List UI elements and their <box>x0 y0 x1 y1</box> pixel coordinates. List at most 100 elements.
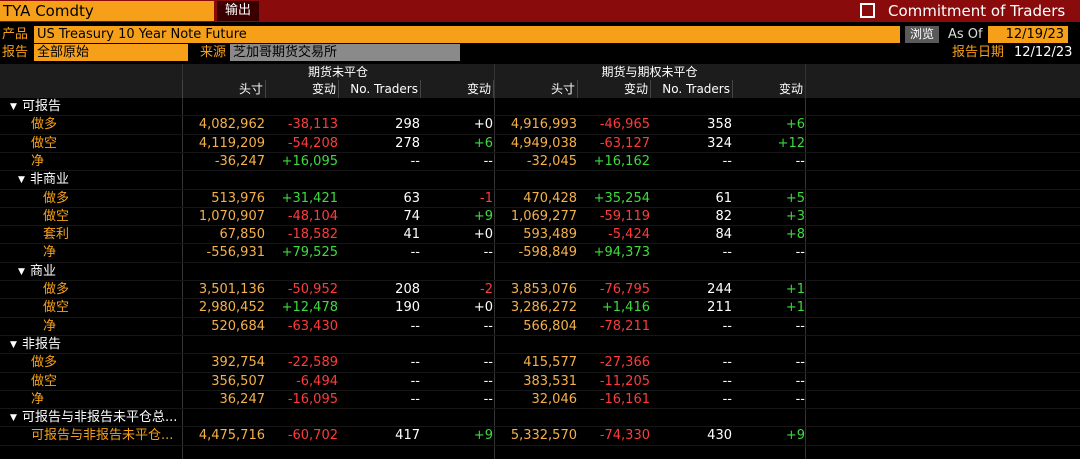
cell: 2,980,452 <box>198 300 265 316</box>
cell: +0 <box>473 300 493 316</box>
cell: -38,113 <box>287 117 338 133</box>
cell: 278 <box>395 135 420 151</box>
cell: 67,850 <box>219 227 266 243</box>
cell: 520,684 <box>211 318 265 334</box>
title-icon[interactable] <box>860 3 875 18</box>
as-of-label: As Of <box>948 27 983 42</box>
separator <box>494 64 495 459</box>
report-date: 12/12/23 <box>1014 45 1073 60</box>
cell: -- <box>410 318 420 334</box>
cell: +1,416 <box>601 300 650 316</box>
expand-toggle[interactable]: ▼ <box>10 339 17 350</box>
cell: -63,430 <box>287 318 338 334</box>
cell: -- <box>483 245 493 261</box>
cell: -- <box>795 245 805 261</box>
cell: -- <box>722 245 732 261</box>
product-input[interactable]: US Treasury 10 Year Note Future <box>34 26 900 43</box>
cell: +79,525 <box>281 245 338 261</box>
cell: 358 <box>707 117 732 133</box>
cell: -59,119 <box>599 208 650 224</box>
row-label: 净 <box>43 318 57 334</box>
row-line <box>0 408 1080 410</box>
row-line <box>0 206 1080 208</box>
section-label: 非商业 <box>30 172 70 188</box>
cell: -11,205 <box>599 373 650 389</box>
cell: 41 <box>403 227 420 243</box>
browse-button[interactable]: 浏览 <box>905 26 939 43</box>
row-line <box>0 334 1080 336</box>
group-header: 期货未平仓 <box>307 65 368 79</box>
report-label: 报告 <box>2 45 29 60</box>
cell: 74 <box>403 208 420 224</box>
row-line <box>0 151 1080 153</box>
cell: -16,095 <box>287 391 338 407</box>
cell: 4,082,962 <box>198 117 265 133</box>
cell: 61 <box>715 190 732 206</box>
cell: -- <box>722 318 732 334</box>
cell: 566,804 <box>523 318 577 334</box>
separator <box>182 64 183 459</box>
table-header <box>0 64 1080 98</box>
expand-toggle[interactable]: ▼ <box>18 175 25 186</box>
cell: 5,332,570 <box>510 428 577 444</box>
cell: 513,976 <box>211 190 265 206</box>
cell: 4,916,993 <box>510 117 577 133</box>
cell: -- <box>722 153 732 169</box>
cell: -- <box>795 355 805 371</box>
cell: +12,478 <box>281 300 338 316</box>
cell: +31,421 <box>281 190 338 206</box>
row-line <box>0 426 1080 428</box>
cell: 4,119,209 <box>198 135 265 151</box>
ticker-input[interactable]: TYA Comdty <box>0 1 214 21</box>
row-line <box>0 188 1080 190</box>
cell: 1,070,907 <box>198 208 265 224</box>
page-title[interactable]: Commitment of Traders <box>888 2 1066 20</box>
cell: 3,286,272 <box>510 300 577 316</box>
column-header: 变动 <box>420 80 493 98</box>
report-select[interactable]: 全部原始 <box>34 44 188 61</box>
section-label: 非报告 <box>22 336 62 352</box>
row-label: 做空 <box>43 300 70 316</box>
section-label: 可报告 <box>22 99 62 114</box>
cell: 4,949,038 <box>510 135 577 151</box>
cell: -- <box>410 391 420 407</box>
cell: +8 <box>785 227 805 243</box>
row-label: 做多 <box>43 282 70 297</box>
row-line <box>0 389 1080 391</box>
column-header: 变动 <box>577 80 650 98</box>
row-line <box>0 280 1080 281</box>
source-label: 来源 <box>200 45 227 60</box>
cell: 324 <box>707 135 732 151</box>
export-button[interactable]: 输出 <box>217 1 259 21</box>
separator <box>805 64 806 459</box>
cell: +0 <box>473 227 493 243</box>
cell: 4,475,716 <box>198 428 265 444</box>
cell: -- <box>722 373 732 389</box>
cell: -- <box>795 373 805 389</box>
column-header: 变动 <box>265 80 338 98</box>
cell: -- <box>722 355 732 371</box>
cell: -- <box>795 391 805 407</box>
cell: 32,046 <box>531 391 578 407</box>
expand-toggle[interactable]: ▼ <box>18 266 25 277</box>
row-line <box>0 316 1080 318</box>
expand-toggle[interactable]: ▼ <box>10 413 17 424</box>
cell: 3,501,136 <box>198 282 265 297</box>
cell: -6,494 <box>296 373 338 389</box>
cell: -- <box>483 373 493 389</box>
cell: -36,247 <box>214 153 265 169</box>
cell: -- <box>483 391 493 407</box>
cell: +1 <box>785 282 805 297</box>
row-line <box>0 261 1080 263</box>
row-line <box>0 133 1080 135</box>
cell: 82 <box>715 208 732 224</box>
cell: -- <box>795 318 805 334</box>
row-line <box>0 225 1080 227</box>
cell: +3 <box>785 208 805 224</box>
as-of-input[interactable]: 12/19/23 <box>988 26 1068 43</box>
expand-toggle[interactable]: ▼ <box>10 102 17 112</box>
cell: +6 <box>785 117 805 133</box>
source-select[interactable]: 芝加哥期货交易所 <box>230 44 460 61</box>
row-line <box>0 170 1080 172</box>
